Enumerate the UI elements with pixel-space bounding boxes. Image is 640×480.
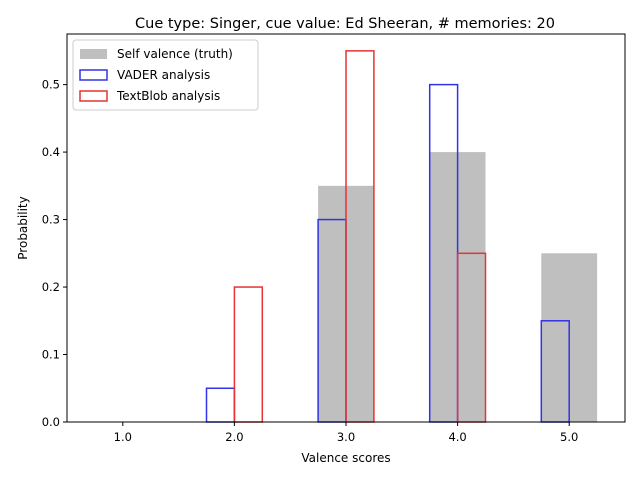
x-tick-label: 1.0 xyxy=(114,430,132,444)
legend-label: Self valence (truth) xyxy=(117,47,233,61)
legend-label: VADER analysis xyxy=(117,68,210,82)
y-tick-label: 0.1 xyxy=(42,348,60,362)
chart-title: Cue type: Singer, cue value: Ed Sheeran,… xyxy=(135,16,555,32)
textblob-analysis-legend-swatch xyxy=(79,90,108,102)
x-tick-label: 5.0 xyxy=(560,430,578,444)
self-valence-truth-legend-swatch xyxy=(80,49,107,59)
legend-box xyxy=(72,39,259,111)
y-tick-label: 0.0 xyxy=(42,415,60,429)
x-tick-label: 2.0 xyxy=(225,430,243,444)
bars-layer xyxy=(205,50,598,423)
x-axis-ticks: 1.0 2.0 3.0 4.0 5.0 xyxy=(114,422,578,444)
y-axis-ticks: 0.0 0.1 0.2 0.3 0.4 0.5 xyxy=(42,78,67,429)
x-axis-label: Valence scores xyxy=(301,451,390,465)
legend: Self valence (truth) VADER analysis TextBl… xyxy=(72,39,259,111)
y-axis-label: Probability xyxy=(16,196,30,259)
y-tick-label: 0.5 xyxy=(42,78,60,92)
x-tick-label: 4.0 xyxy=(448,430,466,444)
vader-analysis-bar-2-0 xyxy=(205,387,236,423)
textblob-analysis-bar-2-0 xyxy=(233,286,264,423)
legend-label: TextBlob analysis xyxy=(116,89,220,103)
y-tick-label: 0.4 xyxy=(42,145,60,159)
vader-analysis-legend-swatch xyxy=(79,69,108,81)
y-tick-label: 0.3 xyxy=(42,213,60,227)
y-tick-label: 0.2 xyxy=(42,280,60,294)
x-tick-label: 3.0 xyxy=(337,430,355,444)
